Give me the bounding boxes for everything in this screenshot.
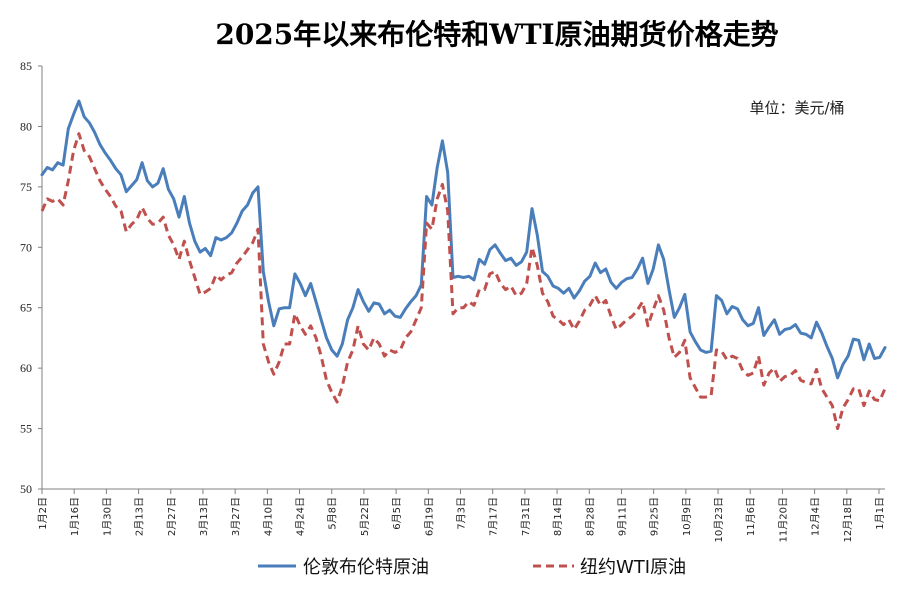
x-tick-label: 1月30日 <box>101 497 113 536</box>
x-tick-label: 5月8日 <box>327 497 339 530</box>
y-tick-label: 85 <box>20 59 32 73</box>
x-tick-label: 9月11日 <box>616 497 628 536</box>
x-tick-label: 7月31日 <box>520 497 532 536</box>
x-tick-label: 1月1日 <box>874 497 886 530</box>
x-tick-label: 5月22日 <box>359 497 371 536</box>
x-tick-label: 11月20日 <box>777 497 789 542</box>
y-tick-label: 80 <box>20 119 32 133</box>
x-tick-label: 4月10日 <box>262 497 274 536</box>
x-tick-label: 1月2日 <box>37 497 49 530</box>
series-layer <box>40 99 887 431</box>
x-tick-label: 8月14日 <box>552 497 564 536</box>
x-tick-label: 8月28日 <box>584 497 596 536</box>
y-tick-label: 75 <box>20 180 32 194</box>
x-tick-label: 2月27日 <box>166 497 178 536</box>
y-tick-label: 60 <box>20 361 32 375</box>
series-line-wti <box>40 132 887 431</box>
y-tick-label: 65 <box>20 301 32 315</box>
x-tick-label: 2月13日 <box>134 497 146 536</box>
unit-label: 单位：美元/桶 <box>749 99 844 117</box>
x-tick-label: 12月4日 <box>810 497 822 536</box>
x-tick-label: 3月13日 <box>198 497 210 536</box>
legend: 伦敦布伦特原油 纽约WTI原油 <box>258 557 686 578</box>
x-tick-label: 3月27日 <box>230 497 242 536</box>
y-tick-label: 70 <box>20 240 32 254</box>
y-tick-label: 55 <box>20 422 32 436</box>
legend-label-brent: 伦敦布伦特原油 <box>303 557 429 578</box>
legend-label-wti: 纽约WTI原油 <box>580 557 686 578</box>
x-tick-label: 6月19日 <box>423 497 435 536</box>
chart-title: 2025年以来布伦特和WTI原油期货价格走势 <box>215 18 778 51</box>
x-axis: 1月2日 1月16日 1月30日 2月13日 2月27日 3月13日 3月27日 4月10日 4… <box>37 488 886 542</box>
series-line-brent <box>40 99 887 380</box>
x-tick-label: 4月24日 <box>295 497 307 536</box>
x-tick-label: 10月23日 <box>713 497 725 542</box>
y-axis: 50 55 60 65 70 75 80 85 <box>20 59 43 496</box>
x-tick-label: 1月16日 <box>69 497 81 536</box>
y-tick-label: 50 <box>20 482 32 496</box>
x-tick-label: 12月18日 <box>842 497 854 542</box>
x-tick-label: 7月17日 <box>488 497 500 536</box>
x-tick-label: 7月3日 <box>456 497 468 530</box>
x-tick-label: 9月25日 <box>649 497 661 536</box>
x-tick-label: 10月9日 <box>681 497 693 536</box>
x-tick-label: 11月6日 <box>745 497 757 536</box>
x-tick-label: 6月5日 <box>391 497 403 530</box>
